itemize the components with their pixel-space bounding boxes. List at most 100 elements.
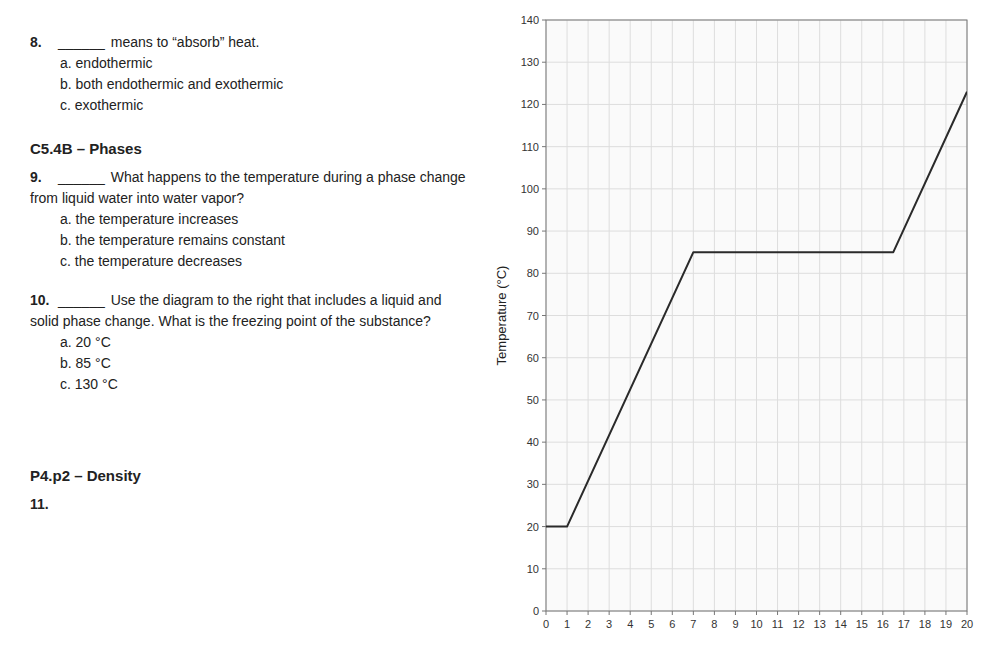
tick-label-y: 80	[527, 267, 539, 279]
tick-x	[924, 611, 925, 615]
tick-label-x: 2	[585, 618, 591, 630]
tick-y	[542, 62, 546, 63]
question: 11.	[30, 494, 470, 515]
tick-label-x: 16	[877, 618, 889, 630]
answer-option-text: a. endothermic	[60, 55, 153, 71]
tick-label-x: 15	[856, 618, 868, 630]
chart: 0123456789101112131415161718192001020304…	[490, 0, 983, 651]
tick-label-x: 1	[564, 618, 570, 630]
plot-frame	[546, 20, 967, 611]
tick-label-y: 50	[527, 394, 539, 406]
tick-label-x: 0	[543, 618, 549, 630]
tick-x	[651, 611, 652, 615]
question-text: is the freezing point of the substance?	[195, 313, 431, 329]
grid	[546, 20, 967, 611]
grid-line-y	[546, 188, 967, 189]
tick-y	[542, 442, 546, 443]
tick-y	[542, 273, 546, 274]
data-layer	[546, 92, 967, 527]
tick-label-y: 70	[527, 310, 539, 322]
tick-y	[542, 231, 546, 232]
grid-line-y	[546, 399, 967, 400]
answer-option-text: b. the temperature remains constant	[60, 232, 285, 248]
tick-label-y: 20	[527, 521, 539, 533]
worksheet-text: 8.______means to “absorb” heat.a. endoth…	[30, 28, 470, 515]
tick-x	[967, 611, 968, 615]
tick-label-x: 18	[919, 618, 931, 630]
question-number: 11.	[30, 494, 58, 515]
tick-label-x: 12	[792, 618, 804, 630]
question: 9.______What happens to the temperature …	[30, 167, 470, 209]
tick-x	[546, 611, 547, 615]
tick-x	[567, 611, 568, 615]
answer-option-text: a. 20 °C	[60, 334, 111, 350]
grid-line-y	[546, 315, 967, 316]
question: 8.______ means to “absorb” heat.	[30, 32, 470, 53]
tick-x	[630, 611, 631, 615]
tick-label-x: 20	[961, 618, 973, 630]
tick-y	[542, 188, 546, 189]
grid-line-y	[546, 568, 967, 569]
tick-x	[777, 611, 778, 615]
tick-label-y: 110	[521, 141, 539, 153]
tick-y	[542, 526, 546, 527]
tick-label-x: 9	[732, 618, 738, 630]
answer-option-text: c. exothermic	[60, 97, 143, 113]
grid-line-y	[546, 62, 967, 63]
answer-blank: ______	[58, 292, 105, 308]
tick-y	[542, 20, 546, 21]
tick-x	[609, 611, 610, 615]
tick-label-y: 140	[521, 14, 539, 26]
tick-x	[903, 611, 904, 615]
answer-option: b. the temperature remains constant	[30, 230, 470, 251]
question-number: 9.	[30, 167, 58, 188]
section-heading: P4.p2 – Density	[30, 465, 470, 486]
tick-x	[819, 611, 820, 615]
tick-y	[542, 315, 546, 316]
tick-x	[945, 611, 946, 615]
tick-label-y: 130	[521, 56, 539, 68]
answer-option: a. 20 °C	[30, 332, 470, 353]
question-text: Use the diagram to the right that	[111, 292, 311, 308]
grid-line-y	[546, 146, 967, 147]
tick-x	[756, 611, 757, 615]
answer-option-text: b. 85 °C	[60, 355, 111, 371]
tick-label-x: 14	[835, 618, 847, 630]
tick-x	[798, 611, 799, 615]
answer-option: b. 85 °C	[30, 353, 470, 374]
tick-y	[542, 146, 546, 147]
y-axis-label: Temperature (°C)	[494, 266, 509, 366]
tick-label-y: 100	[521, 183, 539, 195]
tick-y	[542, 484, 546, 485]
tick-x	[588, 611, 589, 615]
question-text: means to “absorb” heat.	[111, 34, 260, 50]
tick-label-y: 10	[527, 563, 539, 575]
tick-x	[672, 611, 673, 615]
tick-y	[542, 568, 546, 569]
heating-curve	[546, 92, 967, 527]
answer-option-text: c. the temperature decreases	[60, 253, 242, 269]
tick-label-x: 7	[690, 618, 696, 630]
grid-line-y	[546, 442, 967, 443]
answer-option: a. endothermic	[30, 53, 470, 74]
tick-label-x: 5	[648, 618, 654, 630]
tick-label-x: 19	[940, 618, 952, 630]
tick-y	[542, 104, 546, 105]
answer-option-text: a. the temperature increases	[60, 211, 238, 227]
answer-blank: ______	[58, 169, 105, 185]
tick-x	[882, 611, 883, 615]
tick-x	[693, 611, 694, 615]
grid-line-y	[546, 484, 967, 485]
answer-option-text: b. both endothermic and exothermic	[60, 76, 283, 92]
grid-line-y	[546, 357, 967, 358]
tick-label-y: 0	[533, 605, 539, 617]
section-heading: C5.4B – Phases	[30, 138, 470, 159]
chart-container: 0123456789101112131415161718192001020304…	[490, 0, 983, 651]
tick-x	[735, 611, 736, 615]
question-number: 8.	[30, 32, 58, 53]
question: 10.______Use the diagram to the right th…	[30, 290, 470, 332]
tick-label-y: 30	[527, 478, 539, 490]
answer-blank: ______	[58, 34, 105, 50]
tick-y	[542, 357, 546, 358]
tick-label-y: 40	[527, 436, 539, 448]
